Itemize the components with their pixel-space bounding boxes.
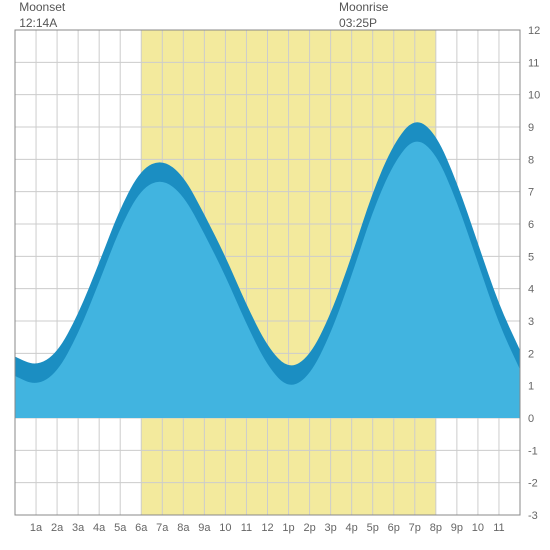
svg-text:2a: 2a — [51, 522, 64, 534]
svg-text:7p: 7p — [409, 522, 421, 534]
moonset-label: Moonset — [19, 0, 65, 14]
svg-text:5p: 5p — [367, 522, 379, 534]
svg-text:4: 4 — [528, 284, 534, 296]
svg-text:9a: 9a — [198, 522, 211, 534]
chart-svg: -3-2-101234567891011121a2a3a4a5a6a7a8a9a… — [0, 0, 550, 550]
svg-text:10: 10 — [219, 522, 231, 534]
moonrise-block: Moonrise 03:25P — [339, 0, 388, 31]
svg-text:0: 0 — [528, 413, 534, 425]
svg-text:7: 7 — [528, 187, 534, 199]
svg-text:-3: -3 — [528, 510, 538, 522]
svg-text:4a: 4a — [93, 522, 106, 534]
moonrise-label: Moonrise — [339, 0, 388, 14]
svg-text:7a: 7a — [156, 522, 169, 534]
svg-text:5a: 5a — [114, 522, 127, 534]
svg-text:8: 8 — [528, 154, 534, 166]
svg-text:-2: -2 — [528, 478, 538, 490]
svg-text:1a: 1a — [30, 522, 43, 534]
svg-text:1p: 1p — [282, 522, 294, 534]
svg-text:5: 5 — [528, 251, 534, 263]
svg-text:2: 2 — [528, 348, 534, 360]
svg-text:2p: 2p — [303, 522, 315, 534]
svg-text:12: 12 — [261, 522, 273, 534]
moonset-time: 12:14A — [19, 16, 57, 30]
svg-text:6: 6 — [528, 219, 534, 231]
svg-text:8a: 8a — [177, 522, 190, 534]
svg-text:8p: 8p — [430, 522, 442, 534]
moonrise-time: 03:25P — [339, 16, 377, 30]
svg-text:12: 12 — [528, 25, 540, 37]
svg-text:4p: 4p — [346, 522, 358, 534]
tide-chart: Moonset 12:14A Moonrise 03:25P -3-2-1012… — [0, 0, 550, 550]
svg-text:6a: 6a — [135, 522, 148, 534]
svg-text:-1: -1 — [528, 445, 538, 457]
svg-text:3p: 3p — [325, 522, 337, 534]
svg-text:3a: 3a — [72, 522, 85, 534]
svg-text:9: 9 — [528, 122, 534, 134]
svg-text:11: 11 — [241, 522, 252, 534]
svg-text:6p: 6p — [388, 522, 400, 534]
svg-text:11: 11 — [493, 522, 504, 534]
svg-text:1: 1 — [528, 381, 534, 393]
svg-text:3: 3 — [528, 316, 534, 328]
svg-text:9p: 9p — [451, 522, 463, 534]
moonset-block: Moonset 12:14A — [19, 0, 65, 31]
svg-text:10: 10 — [472, 522, 484, 534]
svg-text:10: 10 — [528, 90, 540, 102]
svg-text:11: 11 — [528, 57, 539, 69]
